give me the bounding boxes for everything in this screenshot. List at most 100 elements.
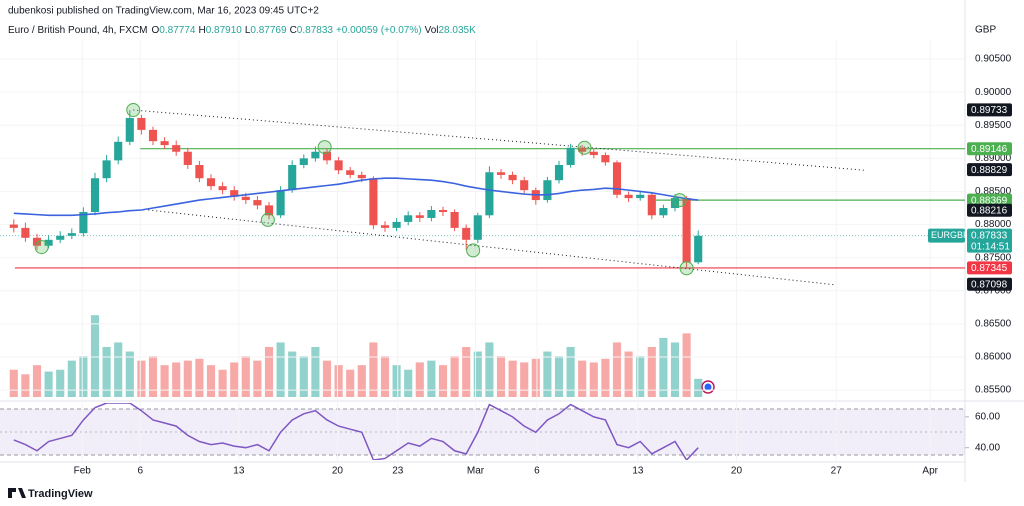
price-label-box — [967, 103, 1012, 117]
candle-body — [508, 174, 517, 181]
ohlc-value: 0.87910 — [206, 25, 243, 36]
volume-bar — [380, 356, 390, 397]
candle-body — [392, 221, 401, 228]
x-tick-label: 27 — [831, 466, 843, 477]
candle-body — [450, 211, 459, 228]
price-label-box — [967, 193, 1012, 207]
candle-body — [415, 215, 424, 218]
candle-body — [438, 210, 448, 212]
publisher: dubenkosi published on TradingView.com, … — [8, 6, 319, 17]
ticker-price-box — [967, 228, 1012, 253]
y-tick-label: 0.89000 — [975, 153, 1012, 164]
volume-bar — [299, 356, 308, 397]
x-tick-label: 23 — [392, 466, 404, 477]
price-label-box — [967, 277, 1012, 291]
volume-bar — [682, 333, 691, 397]
candle-body — [322, 151, 332, 161]
candle-body — [589, 151, 598, 156]
price-label: 0.87345 — [971, 263, 1008, 274]
pivot-marker — [672, 193, 687, 208]
volume-bar — [670, 342, 680, 397]
candle-body — [682, 198, 691, 263]
candle-body — [44, 239, 53, 246]
candle-body — [670, 198, 680, 209]
volume-bar — [56, 369, 65, 397]
volume-bar — [531, 358, 540, 397]
candle-body — [21, 227, 30, 238]
price-label: 0.87098 — [971, 279, 1008, 290]
x-tick-label: 13 — [632, 466, 644, 477]
candle-body — [647, 194, 656, 216]
ohlc-key: O — [152, 25, 160, 36]
volume-bar — [601, 358, 610, 397]
volume-bar — [253, 360, 262, 397]
volume-bar — [694, 378, 703, 397]
candle-body — [160, 141, 169, 146]
x-tick-label: 20 — [731, 466, 743, 477]
ticker-countdown: 01:14:51 — [971, 241, 1010, 252]
price-label: 0.88829 — [971, 165, 1008, 176]
candle-body — [346, 170, 355, 175]
volume-bar — [496, 356, 506, 397]
y-tick-label: 0.87000 — [975, 285, 1012, 296]
volume-bar — [264, 347, 274, 397]
volume-bar — [520, 362, 529, 397]
volume-bar — [578, 360, 587, 397]
price-label: 0.89146 — [971, 144, 1008, 155]
candle-body — [334, 160, 343, 171]
candle-body — [9, 224, 18, 228]
volume-bar — [137, 360, 146, 397]
x-tick-label: 20 — [332, 466, 344, 477]
volume-bar — [415, 362, 424, 397]
volume-bar — [322, 360, 332, 397]
rsi-tick-label: 40.00 — [975, 442, 1000, 453]
candle-body — [462, 227, 471, 240]
volume-bar — [473, 351, 482, 397]
pivot-marker — [679, 261, 694, 276]
pivot-marker — [466, 243, 481, 258]
volume-bar — [21, 374, 30, 397]
candle-body — [264, 205, 274, 216]
volume-bar — [218, 369, 227, 397]
ohlc-key: H — [198, 25, 205, 36]
candle-body — [148, 129, 158, 142]
volume-bar — [636, 356, 645, 397]
pivot-marker — [260, 212, 275, 227]
candle-body — [404, 215, 413, 222]
pivot-marker — [126, 103, 141, 118]
volume-bar — [543, 351, 552, 397]
volume-bar — [554, 356, 564, 397]
x-tick-label: 13 — [233, 466, 245, 477]
volume-bar — [508, 360, 517, 397]
volume-bar — [566, 347, 575, 397]
price-label: 0.89733 — [971, 105, 1008, 116]
candle-body — [253, 200, 262, 206]
pivot-marker — [317, 140, 332, 155]
ohlc-key: C — [290, 25, 297, 36]
price-label-box — [967, 163, 1012, 177]
volume-bar — [90, 315, 100, 397]
volume-bar — [288, 351, 297, 397]
volume-bar — [160, 365, 169, 397]
candle-body — [636, 194, 645, 199]
volume-bar — [392, 365, 401, 397]
volume-bar — [172, 362, 181, 397]
ohlc-value: 0.87833 — [297, 25, 334, 36]
volume-bar — [276, 342, 285, 397]
y-tick-label: 0.88500 — [975, 186, 1012, 197]
volume-bar — [102, 347, 111, 397]
x-tick-label: 6 — [137, 466, 143, 477]
brand: TradingView — [28, 488, 93, 500]
change: +0.00059 (+0.07%) — [336, 25, 422, 36]
ticker-name-box — [928, 228, 965, 243]
y-tick-label: 0.86000 — [975, 352, 1012, 363]
candle-body — [299, 158, 308, 165]
volume-bar — [659, 337, 668, 397]
candle-body — [288, 164, 297, 191]
y-tick-label: 0.90000 — [975, 87, 1012, 98]
candle-body — [311, 151, 320, 159]
volume-bar — [612, 342, 622, 397]
x-tick-label: Feb — [74, 466, 92, 477]
volume-bar — [647, 347, 656, 397]
volume-bar — [32, 365, 42, 397]
